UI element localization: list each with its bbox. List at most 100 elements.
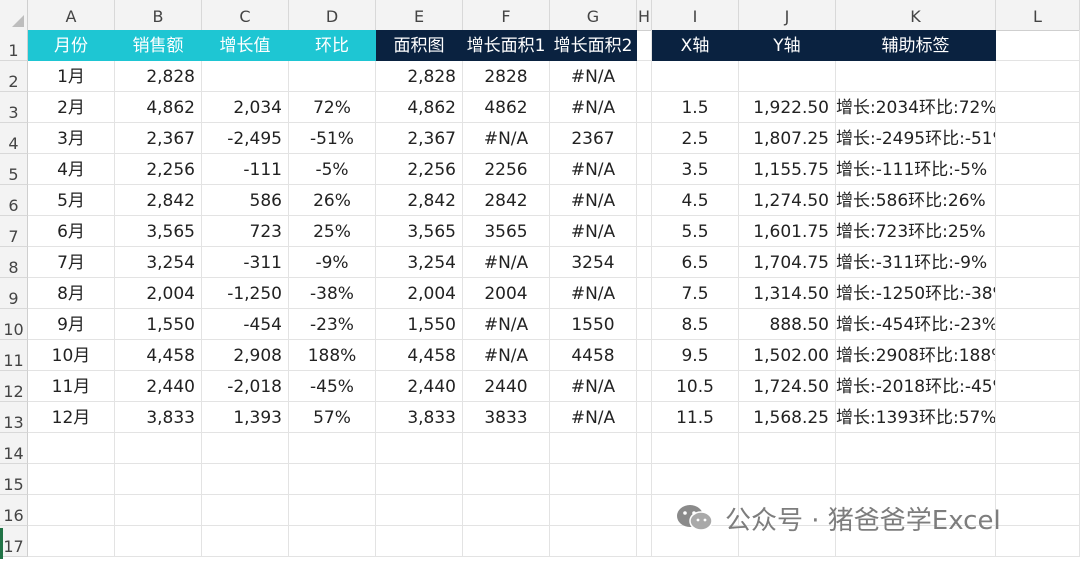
cell-c2[interactable]	[202, 61, 289, 92]
row-header-2[interactable]: 2	[0, 61, 28, 92]
column-header-c[interactable]: C	[202, 0, 289, 30]
cell-l4[interactable]	[996, 123, 1080, 154]
cell-b12[interactable]: 2,440	[115, 371, 202, 402]
cell-c11[interactable]: 2,908	[202, 340, 289, 371]
cell-d14[interactable]	[289, 433, 376, 464]
cell-l11[interactable]	[996, 340, 1080, 371]
row-header-10[interactable]: 10	[0, 309, 28, 340]
column-header-b[interactable]: B	[115, 0, 202, 30]
cell-h13[interactable]	[637, 402, 652, 433]
cell-g15[interactable]	[550, 464, 637, 495]
cell-k4[interactable]: 增长:-2495环比:-51%	[836, 123, 996, 154]
cell-j9[interactable]: 1,314.50	[739, 278, 836, 309]
cell-h1[interactable]	[637, 30, 652, 61]
cell-j5[interactable]: 1,155.75	[739, 154, 836, 185]
cell-f3[interactable]: 4862	[463, 92, 550, 123]
cell-f11[interactable]: #N/A	[463, 340, 550, 371]
cell-a12[interactable]: 11月	[28, 371, 115, 402]
cell-g11[interactable]: 4458	[550, 340, 637, 371]
cell-a1[interactable]: 月份	[28, 30, 115, 61]
cell-c15[interactable]	[202, 464, 289, 495]
cell-g10[interactable]: 1550	[550, 309, 637, 340]
cell-f2[interactable]: 2828	[463, 61, 550, 92]
cell-g8[interactable]: 3254	[550, 247, 637, 278]
cell-l2[interactable]	[996, 61, 1080, 92]
cell-d4[interactable]: -51%	[289, 123, 376, 154]
cell-f9[interactable]: 2004	[463, 278, 550, 309]
cell-e13[interactable]: 3,833	[376, 402, 463, 433]
column-header-e[interactable]: E	[376, 0, 463, 30]
cell-a4[interactable]: 3月	[28, 123, 115, 154]
cell-a5[interactable]: 4月	[28, 154, 115, 185]
cell-h16[interactable]	[637, 495, 652, 526]
cell-a6[interactable]: 5月	[28, 185, 115, 216]
cell-d8[interactable]: -9%	[289, 247, 376, 278]
cell-d16[interactable]	[289, 495, 376, 526]
row-header-9[interactable]: 9	[0, 278, 28, 309]
cell-k11[interactable]: 增长:2908环比:188%	[836, 340, 996, 371]
cell-e10[interactable]: 1,550	[376, 309, 463, 340]
cell-i6[interactable]: 4.5	[652, 185, 739, 216]
cell-c13[interactable]: 1,393	[202, 402, 289, 433]
cell-j13[interactable]: 1,568.25	[739, 402, 836, 433]
cell-b2[interactable]: 2,828	[115, 61, 202, 92]
cell-i9[interactable]: 7.5	[652, 278, 739, 309]
cell-g4[interactable]: 2367	[550, 123, 637, 154]
cell-j12[interactable]: 1,724.50	[739, 371, 836, 402]
cell-d7[interactable]: 25%	[289, 216, 376, 247]
cell-i15[interactable]	[652, 464, 739, 495]
cell-k3[interactable]: 增长:2034环比:72%	[836, 92, 996, 123]
cell-e4[interactable]: 2,367	[376, 123, 463, 154]
cell-g5[interactable]: #N/A	[550, 154, 637, 185]
cell-e6[interactable]: 2,842	[376, 185, 463, 216]
cell-i2[interactable]	[652, 61, 739, 92]
row-header-14[interactable]: 14	[0, 433, 28, 464]
column-header-g[interactable]: G	[550, 0, 637, 30]
cell-e15[interactable]	[376, 464, 463, 495]
cell-l12[interactable]	[996, 371, 1080, 402]
cell-c7[interactable]: 723	[202, 216, 289, 247]
cell-j8[interactable]: 1,704.75	[739, 247, 836, 278]
cell-k9[interactable]: 增长:-1250环比:-38%	[836, 278, 996, 309]
row-header-13[interactable]: 13	[0, 402, 28, 433]
cell-d15[interactable]	[289, 464, 376, 495]
cell-a8[interactable]: 7月	[28, 247, 115, 278]
cell-k13[interactable]: 增长:1393环比:57%	[836, 402, 996, 433]
cell-f15[interactable]	[463, 464, 550, 495]
row-header-3[interactable]: 3	[0, 92, 28, 123]
cell-l5[interactable]	[996, 154, 1080, 185]
row-header-1[interactable]: 1	[0, 30, 28, 61]
column-header-f[interactable]: F	[463, 0, 550, 30]
column-header-k[interactable]: K	[836, 0, 996, 30]
cell-l14[interactable]	[996, 433, 1080, 464]
cell-k10[interactable]: 增长:-454环比:-23%	[836, 309, 996, 340]
cell-i5[interactable]: 3.5	[652, 154, 739, 185]
cell-f14[interactable]	[463, 433, 550, 464]
cell-h10[interactable]	[637, 309, 652, 340]
cell-f17[interactable]	[463, 526, 550, 557]
cell-l10[interactable]	[996, 309, 1080, 340]
row-header-11[interactable]: 11	[0, 340, 28, 371]
cell-b5[interactable]: 2,256	[115, 154, 202, 185]
cell-c3[interactable]: 2,034	[202, 92, 289, 123]
cell-e16[interactable]	[376, 495, 463, 526]
cell-e12[interactable]: 2,440	[376, 371, 463, 402]
row-header-15[interactable]: 15	[0, 464, 28, 495]
cell-c12[interactable]: -2,018	[202, 371, 289, 402]
cell-g9[interactable]: #N/A	[550, 278, 637, 309]
cell-g7[interactable]: #N/A	[550, 216, 637, 247]
row-header-5[interactable]: 5	[0, 154, 28, 185]
cell-d11[interactable]: 188%	[289, 340, 376, 371]
cell-b13[interactable]: 3,833	[115, 402, 202, 433]
cell-h15[interactable]	[637, 464, 652, 495]
cell-i17[interactable]	[652, 526, 739, 557]
row-header-16[interactable]: 16	[0, 495, 28, 526]
cell-d5[interactable]: -5%	[289, 154, 376, 185]
cell-c6[interactable]: 586	[202, 185, 289, 216]
cell-k17[interactable]	[836, 526, 996, 557]
cell-e17[interactable]	[376, 526, 463, 557]
cell-j1[interactable]: Y轴	[739, 30, 836, 61]
column-header-h[interactable]: H	[637, 0, 652, 30]
cell-f16[interactable]	[463, 495, 550, 526]
cell-a9[interactable]: 8月	[28, 278, 115, 309]
